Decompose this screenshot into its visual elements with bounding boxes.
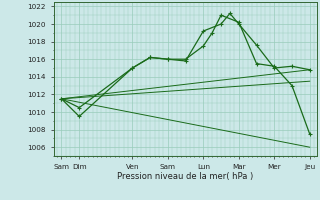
X-axis label: Pression niveau de la mer( hPa ): Pression niveau de la mer( hPa ) [117,172,254,181]
